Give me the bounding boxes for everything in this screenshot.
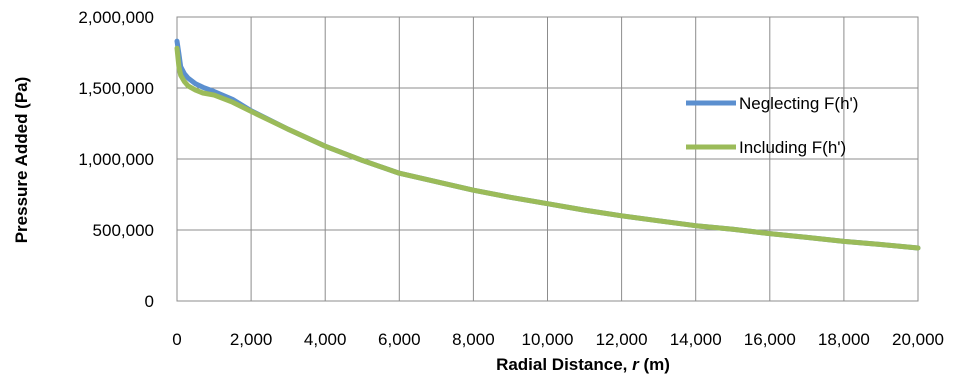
series-lines [174, 38, 921, 251]
y-tick-label: 1,000,000 [78, 150, 154, 169]
y-tick-label: 500,000 [93, 221, 154, 240]
x-tick-label: 14,000 [670, 330, 722, 349]
y-axis-title: Pressure Added (Pa) [12, 77, 31, 244]
x-tick-label: 4,000 [304, 330, 347, 349]
y-axis-ticks: 0 500,000 1,000,000 1,500,000 2,000,000 [78, 8, 154, 311]
legend-label-2: Including F(h') [739, 138, 846, 157]
legend: Neglecting F(h') Including F(h') [686, 94, 858, 157]
series-line-2 [174, 45, 921, 251]
x-tick-label: 20,000 [892, 330, 944, 349]
x-tick-label: 0 [172, 330, 181, 349]
y-tick-label: 1,500,000 [78, 79, 154, 98]
x-tick-label: 10,000 [522, 330, 574, 349]
x-tick-label: 16,000 [744, 330, 796, 349]
grid-lines [176, 16, 919, 302]
x-axis-title: Radial Distance, r (m) [496, 355, 670, 374]
x-axis-ticks: 0 2,000 4,000 6,000 8,000 10,000 12,000 14,000 1… [172, 330, 944, 349]
x-tick-label: 18,000 [818, 330, 870, 349]
plot-area-border [176, 16, 919, 302]
x-tick-label: 12,000 [596, 330, 648, 349]
y-tick-label: 2,000,000 [78, 8, 154, 27]
x-tick-label: 2,000 [230, 330, 273, 349]
y-tick-label: 0 [145, 292, 154, 311]
x-tick-label: 6,000 [378, 330, 421, 349]
x-tick-label: 8,000 [452, 330, 495, 349]
legend-label-1: Neglecting F(h') [739, 94, 858, 113]
